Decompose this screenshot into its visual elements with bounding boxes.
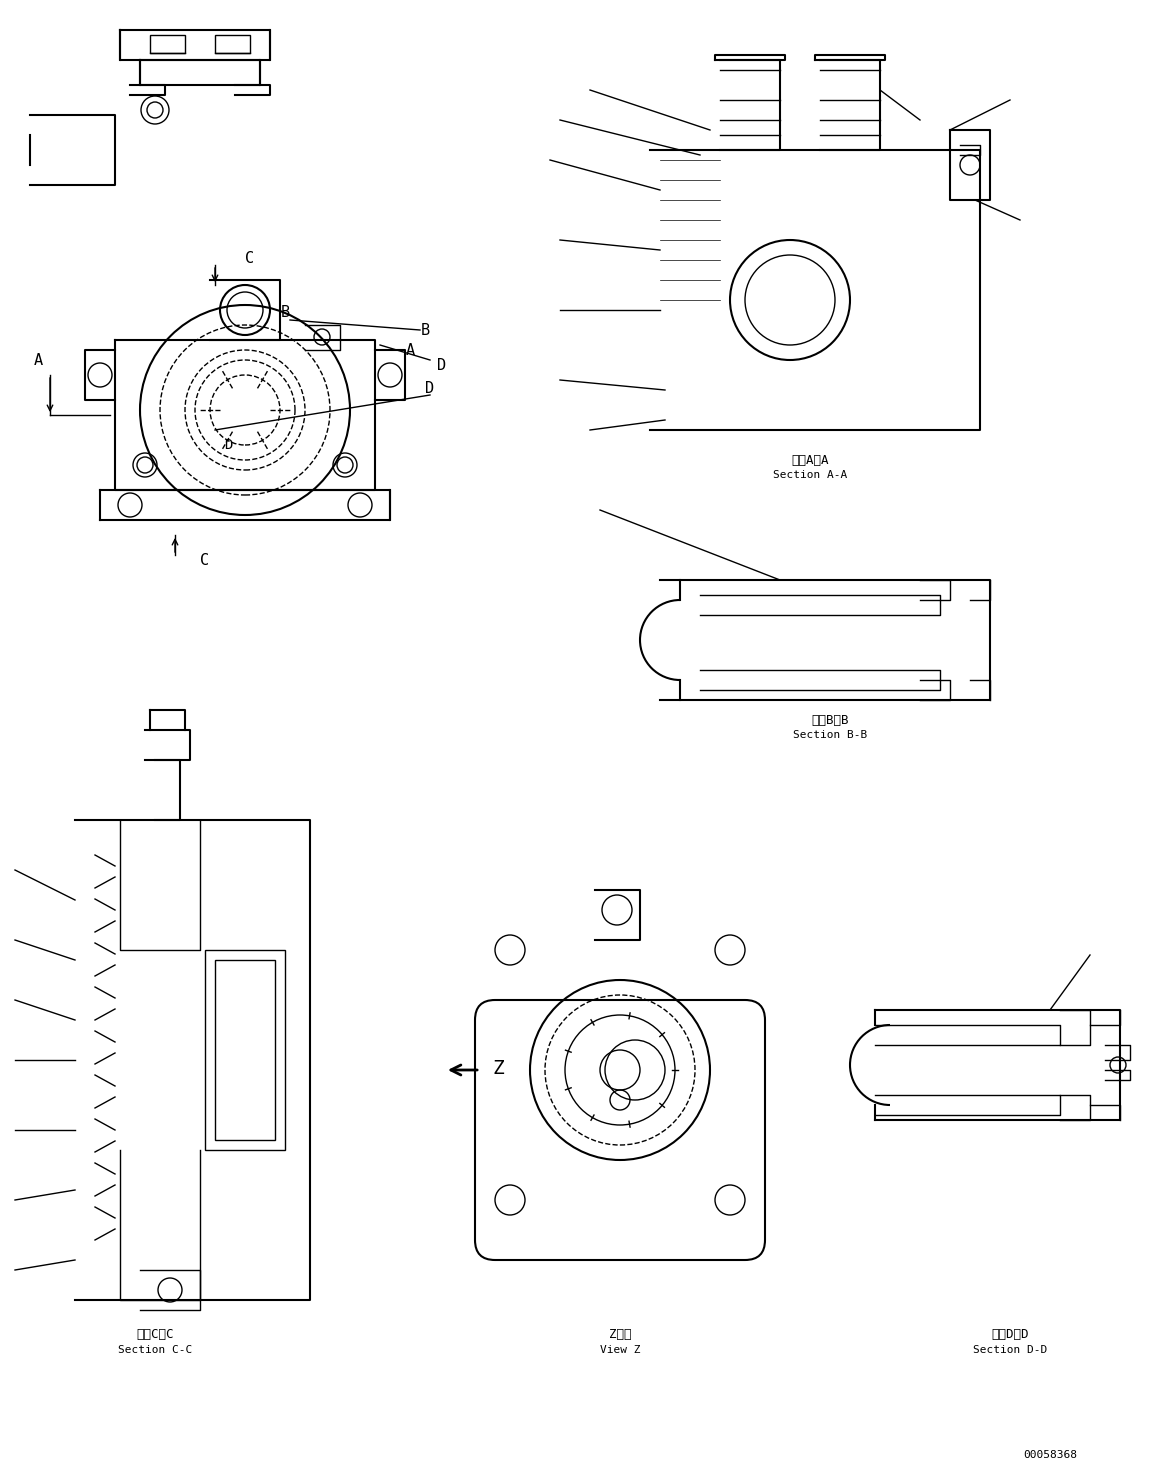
Text: D: D [223, 438, 233, 451]
Text: 断面B－B: 断面B－B [812, 713, 849, 727]
Text: A: A [34, 352, 43, 367]
Text: D: D [437, 358, 447, 373]
Text: B: B [421, 323, 429, 337]
Text: 断面C－C: 断面C－C [136, 1329, 173, 1341]
Bar [215, 36, 250, 53]
Text: B: B [280, 305, 290, 320]
Text: 断面A－A: 断面A－A [791, 453, 829, 466]
Text: 00058368: 00058368 [1023, 1450, 1077, 1459]
Text: Section A-A: Section A-A [773, 471, 847, 480]
Text: A: A [406, 342, 414, 358]
Text: Section C-C: Section C-C [117, 1345, 192, 1356]
Text: C: C [200, 552, 209, 567]
Text: Z　視: Z 視 [608, 1329, 632, 1341]
Text: Section D-D: Section D-D [973, 1345, 1047, 1356]
Text: D: D [426, 380, 435, 395]
Bar [205, 950, 285, 1150]
Text: 断面D－D: 断面D－D [991, 1329, 1029, 1341]
Text: Z: Z [492, 1058, 504, 1077]
Bar [215, 961, 274, 1140]
Text: View Z: View Z [600, 1345, 641, 1356]
Text: Section B-B: Section B-B [793, 730, 868, 740]
Bar [150, 36, 185, 53]
Text: C: C [245, 250, 255, 265]
